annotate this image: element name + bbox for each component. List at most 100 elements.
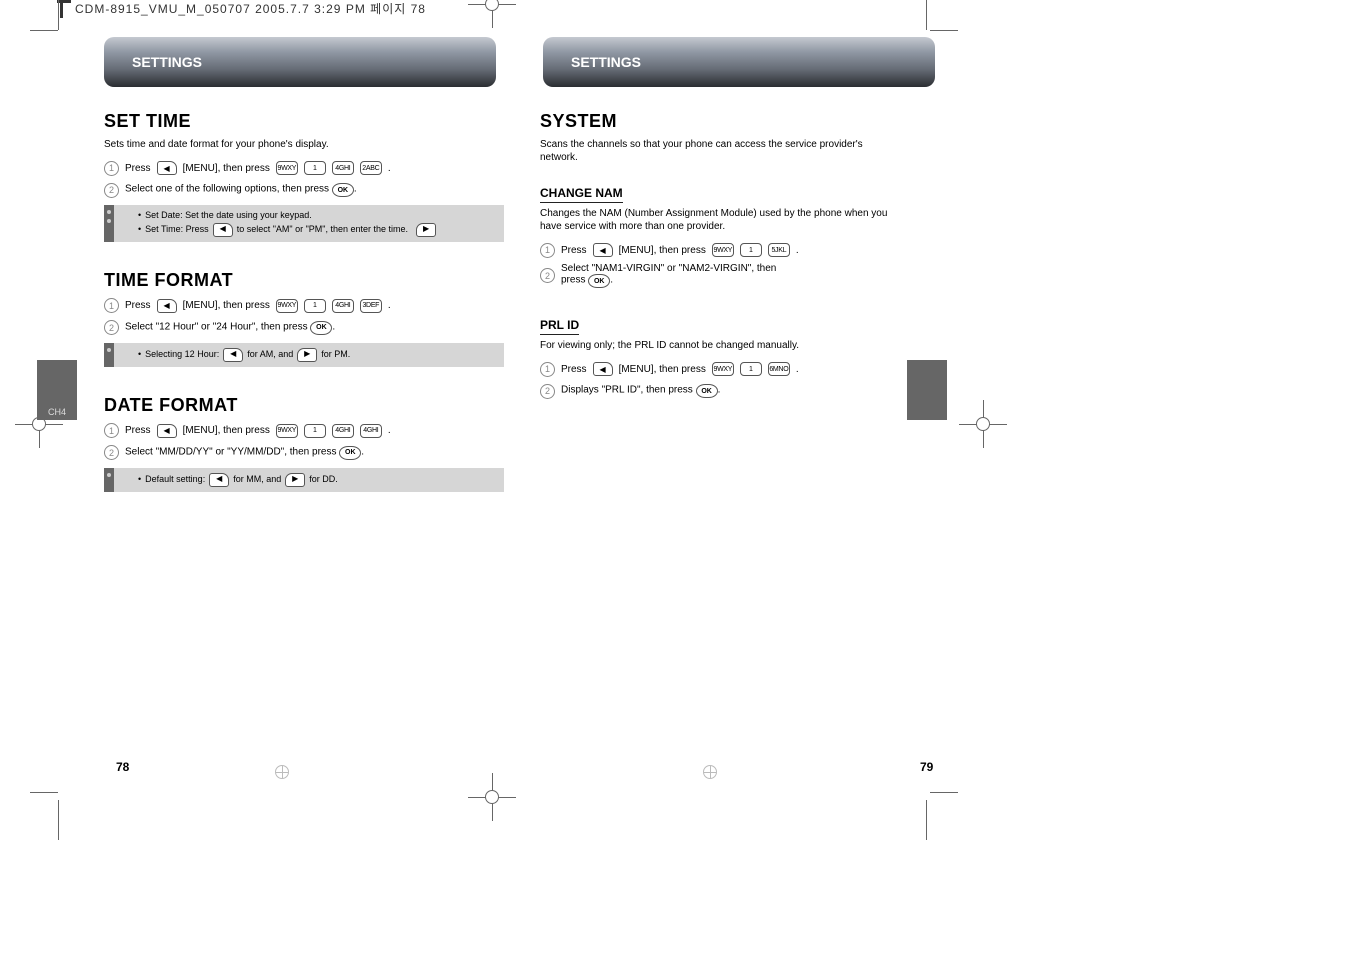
keypad-key: 9WXY	[276, 424, 298, 438]
step-number-icon: 2	[104, 320, 119, 335]
footer-reg-icon	[703, 765, 717, 779]
step-text: Press	[561, 364, 587, 375]
note-box: Set Date: Set the date using your keypad…	[104, 205, 504, 242]
keypad-key: 4GHI	[332, 299, 354, 313]
crop-tl-v	[58, 0, 59, 30]
step-row: 1 Press ◀ [MENU], then press 9WXY 1 4GHI…	[104, 159, 504, 177]
note-item: Set Date: Set the date using your keypad…	[138, 210, 494, 222]
note-box: Selecting 12 Hour: ◀ for AM, and ▶ for P…	[104, 343, 504, 367]
keypad-key: 9WXY	[712, 243, 734, 257]
step-number-icon: 2	[540, 268, 555, 283]
subsection-head: PRL ID	[540, 318, 579, 335]
ok-key-icon: OK	[332, 183, 354, 197]
step-text: [MENU], then press	[183, 163, 270, 174]
softkey-left-icon: ◀	[209, 473, 229, 487]
softkey-right-icon: ▶	[285, 473, 305, 487]
crop-tl-h	[30, 30, 58, 31]
side-chapter-tab: CH4	[37, 360, 77, 420]
step-text: Press	[125, 425, 151, 436]
step-row: 2 Displays "PRL ID", then press OK.	[540, 382, 940, 400]
page-number: 78	[116, 760, 129, 774]
step-text: Press	[125, 163, 151, 174]
crop-tr-h	[930, 30, 958, 31]
keypad-key: 9WXY	[276, 299, 298, 313]
crop-tr-v	[926, 0, 927, 30]
step-text: Press	[561, 245, 587, 256]
ok-key-icon: OK	[696, 384, 718, 398]
section-title: DATE FORMAT	[104, 395, 504, 416]
step-number-icon: 2	[104, 445, 119, 460]
keypad-key: 1	[304, 424, 326, 438]
step-number-icon: 1	[104, 298, 119, 313]
tab-label: SETTINGS	[571, 54, 641, 70]
tab-label: SETTINGS	[132, 54, 202, 70]
file-meta: CDM-8915_VMU_M_050707 2005.7.7 3:29 PM 페…	[75, 0, 426, 17]
softkey-left-icon: ◀	[157, 161, 177, 175]
ok-key-icon: OK	[339, 446, 361, 460]
softkey-right-icon: ▶	[416, 223, 436, 237]
page-number: 79	[920, 760, 933, 774]
step-number-icon: 1	[104, 161, 119, 176]
step-text: Displays "PRL ID", then press OK.	[561, 384, 720, 398]
step-number-icon: 1	[540, 362, 555, 377]
keypad-key: 2ABC	[360, 161, 382, 175]
step-row: 2 Select "12 Hour" or "24 Hour", then pr…	[104, 319, 504, 337]
reg-mark-top	[468, 0, 516, 28]
keypad-key: 4GHI	[332, 424, 354, 438]
ok-key-icon: OK	[588, 274, 610, 288]
section-title: TIME FORMAT	[104, 270, 504, 291]
reg-mark-right	[959, 400, 1007, 448]
step-text: Select one of the following options, the…	[125, 183, 357, 197]
step-row: 1 Press ◀ [MENU], then press 9WXY 1 6MNO…	[540, 360, 940, 378]
softkey-right-icon: ▶	[297, 348, 317, 362]
step-text: Select "MM/DD/YY" or "YY/MM/DD", then pr…	[125, 446, 364, 460]
page-tab-left: SETTINGS	[104, 37, 496, 87]
subsection-desc: For viewing only; the PRL ID cannot be c…	[540, 339, 900, 352]
keypad-key: 9WXY	[712, 362, 734, 376]
keypad-key: 6MNO	[768, 362, 790, 376]
note-item: Set Time: Press ◀ to select "AM" or "PM"…	[138, 223, 494, 237]
step-text: [MENU], then press	[183, 425, 270, 436]
step-row: 2 Select "NAM1-VIRGIN" or "NAM2-VIRGIN",…	[540, 263, 940, 288]
note-item: Selecting 12 Hour: ◀ for AM, and ▶ for P…	[138, 348, 494, 362]
crop-bl-h	[30, 792, 58, 793]
step-row: 2 Select "MM/DD/YY" or "YY/MM/DD", then …	[104, 444, 504, 462]
keypad-key: 4GHI	[332, 161, 354, 175]
reg-mark-bottom	[468, 773, 516, 821]
keypad-key: 1	[740, 362, 762, 376]
crop-br-v	[926, 800, 927, 840]
step-text: Press	[125, 300, 151, 311]
step-row: 2 Select one of the following options, t…	[104, 181, 504, 199]
keypad-key: 9WXY	[276, 161, 298, 175]
softkey-left-icon: ◀	[157, 424, 177, 438]
keypad-key: 1	[304, 161, 326, 175]
section-desc: Sets time and date format for your phone…	[104, 138, 464, 151]
right-column: SYSTEM Scans the channels so that your p…	[540, 95, 940, 404]
step-row: 1 Press ◀ [MENU], then press 9WXY 1 4GHI…	[104, 297, 504, 315]
keypad-key: 4GHI	[360, 424, 382, 438]
step-text: .	[388, 163, 391, 174]
page-tab-right: SETTINGS	[543, 37, 935, 87]
keypad-key: 1	[304, 299, 326, 313]
keypad-key: 3DEF	[360, 299, 382, 313]
step-number-icon: 1	[540, 243, 555, 258]
note-box: Default setting: ◀ for MM, and ▶ for DD.	[104, 468, 504, 492]
subsection-desc: Changes the NAM (Number Assignment Modul…	[540, 207, 900, 233]
keypad-key: 1	[740, 243, 762, 257]
step-number-icon: 2	[104, 183, 119, 198]
softkey-left-icon: ◀	[593, 362, 613, 376]
step-text: [MENU], then press	[183, 300, 270, 311]
ok-key-icon: OK	[310, 321, 332, 335]
section-title: SYSTEM	[540, 111, 940, 132]
crop-br-h	[930, 792, 958, 793]
note-item: Default setting: ◀ for MM, and ▶ for DD.	[138, 473, 494, 487]
softkey-left-icon: ◀	[593, 243, 613, 257]
step-text: Select "12 Hour" or "24 Hour", then pres…	[125, 321, 335, 335]
softkey-left-icon: ◀	[157, 299, 177, 313]
left-column: SET TIME Sets time and date format for y…	[104, 95, 504, 492]
step-text: [MENU], then press	[619, 245, 706, 256]
step-text: Select "NAM1-VIRGIN" or "NAM2-VIRGIN", t…	[561, 263, 776, 288]
crop-bl-v	[58, 800, 59, 840]
keypad-key: 5JKL	[768, 243, 790, 257]
step-row: 1 Press ◀ [MENU], then press 9WXY 1 4GHI…	[104, 422, 504, 440]
